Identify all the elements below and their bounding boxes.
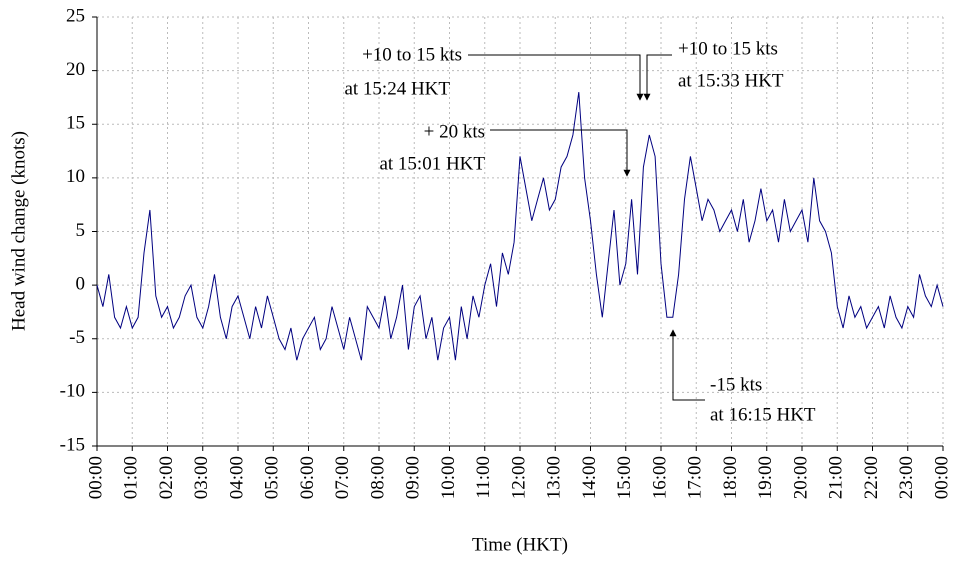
annotation: at 15:33 HKT bbox=[678, 70, 784, 91]
annotation-arrow bbox=[490, 129, 631, 177]
annotation: -15 kts bbox=[710, 374, 762, 395]
y-tick-label: 15 bbox=[66, 113, 85, 134]
x-tick-label: 13:00 bbox=[544, 456, 565, 499]
data-line bbox=[96, 92, 944, 361]
annotations: +10 to 15 kts at 15:24 HKT +10 to 15 kts… bbox=[344, 38, 815, 425]
annotation: +10 to 15 kts bbox=[678, 38, 778, 59]
x-tick-label: 18:00 bbox=[720, 456, 741, 499]
annotation-arrow bbox=[669, 329, 705, 401]
x-tick-label: 00:00 bbox=[931, 456, 952, 499]
x-tick-label: 11:00 bbox=[473, 456, 494, 499]
x-tick-label: 06:00 bbox=[297, 456, 318, 499]
x-tick-label: 16:00 bbox=[649, 456, 670, 499]
x-tick-label: 05:00 bbox=[262, 456, 283, 499]
y-tick-label: -5 bbox=[69, 327, 85, 348]
y-tick-label: -15 bbox=[60, 434, 85, 455]
y-tick-label: 20 bbox=[66, 59, 85, 80]
x-tick-label: 00:00 bbox=[85, 456, 106, 499]
x-tick-label: 04:00 bbox=[226, 456, 247, 499]
annotation-arrow bbox=[468, 54, 644, 101]
x-tick-label: 08:00 bbox=[367, 456, 388, 499]
y-tick-label: 10 bbox=[66, 166, 85, 187]
x-tick-label: 14:00 bbox=[579, 456, 600, 499]
x-tick-label: 10:00 bbox=[438, 456, 459, 499]
annotation: +10 to 15 kts bbox=[362, 44, 462, 65]
y-tick-label: 0 bbox=[76, 273, 86, 294]
annotation: at 15:01 HKT bbox=[379, 153, 485, 174]
x-tick-label: 12:00 bbox=[508, 456, 529, 499]
annotation: at 15:24 HKT bbox=[344, 78, 450, 99]
x-tick-label: 23:00 bbox=[896, 456, 917, 499]
annotation-arrow bbox=[643, 54, 672, 101]
x-tick-label: 03:00 bbox=[191, 456, 212, 499]
x-tick-label: 21:00 bbox=[826, 456, 847, 499]
x-tick-label: 01:00 bbox=[121, 456, 142, 499]
y-tick-label: 5 bbox=[76, 220, 86, 241]
x-tick-label: 02:00 bbox=[156, 456, 177, 499]
x-tick-label: 19:00 bbox=[755, 456, 776, 499]
x-tick-label: 07:00 bbox=[332, 456, 353, 499]
x-tick-label: 09:00 bbox=[403, 456, 424, 499]
x-tick-label: 15:00 bbox=[614, 456, 635, 499]
y-tick-label: -10 bbox=[60, 381, 85, 402]
x-tick-label: 20:00 bbox=[790, 456, 811, 499]
x-tick-label: 22:00 bbox=[861, 456, 882, 499]
annotation: + 20 kts bbox=[424, 121, 485, 142]
annotation: at 16:15 HKT bbox=[710, 404, 816, 425]
x-tick-label: 17:00 bbox=[685, 456, 706, 499]
y-axis-label: Head wind change (knots) bbox=[8, 131, 29, 331]
x-axis-label: Time (HKT) bbox=[472, 534, 568, 555]
y-tick-label: 25 bbox=[66, 5, 85, 26]
